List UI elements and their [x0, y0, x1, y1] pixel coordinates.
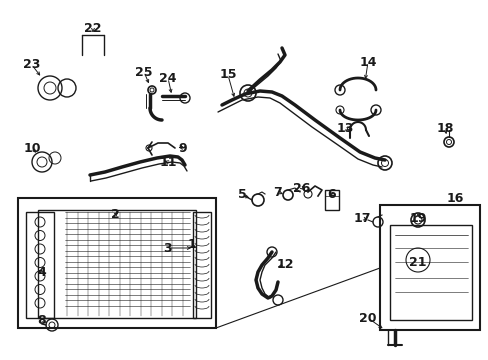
Text: 4: 4: [38, 266, 46, 279]
Text: 9: 9: [178, 141, 187, 154]
Bar: [18, 198, 216, 328]
Text: 19: 19: [408, 211, 426, 225]
Text: 5: 5: [237, 189, 246, 202]
Text: 22: 22: [84, 22, 102, 35]
Text: 8: 8: [38, 314, 46, 327]
Text: 15: 15: [219, 68, 236, 81]
Text: 12: 12: [276, 258, 293, 271]
Text: 2: 2: [110, 208, 119, 221]
Text: 24: 24: [159, 72, 176, 85]
Text: 3: 3: [163, 242, 172, 255]
Text: 7: 7: [273, 185, 282, 198]
Text: 21: 21: [408, 256, 426, 269]
Bar: [389, 225, 471, 320]
Text: 18: 18: [435, 122, 453, 135]
Text: 20: 20: [359, 311, 376, 324]
Text: 1: 1: [187, 238, 196, 252]
Text: 13: 13: [336, 122, 353, 135]
Bar: [325, 190, 338, 210]
Bar: [379, 205, 479, 330]
Text: 11: 11: [159, 156, 176, 168]
Bar: [38, 210, 196, 318]
Text: 10: 10: [23, 141, 41, 154]
Text: 25: 25: [135, 66, 152, 78]
Text: 23: 23: [23, 58, 41, 72]
Bar: [26, 212, 54, 318]
Text: 17: 17: [352, 211, 370, 225]
Text: 16: 16: [446, 192, 463, 204]
Bar: [193, 212, 210, 318]
Text: 26: 26: [293, 181, 310, 194]
Text: 6: 6: [327, 189, 336, 202]
Text: 14: 14: [359, 55, 376, 68]
